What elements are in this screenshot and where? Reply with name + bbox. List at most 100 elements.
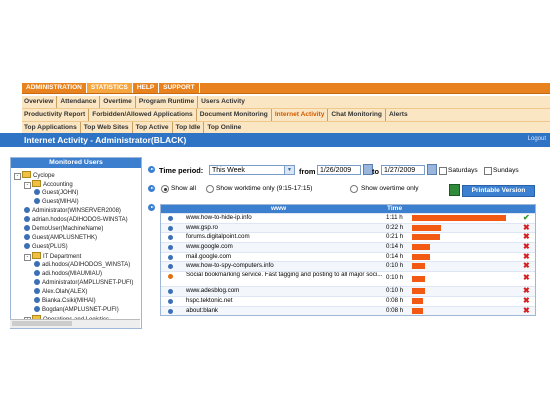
tree-node[interactable]: Administrator(WINSERVER2008) xyxy=(24,207,121,216)
subnav-internet-activity[interactable]: Internet Activity xyxy=(272,109,329,121)
tree-node[interactable]: Guest(AMPLUSNETHK) xyxy=(24,234,97,243)
collapse-icon[interactable]: - xyxy=(24,254,31,261)
table-row[interactable]: about:blank 0:08 h ✖ xyxy=(161,305,535,316)
tree-node[interactable]: Bianka.Csiki(MIHAI) xyxy=(34,297,96,306)
table-row[interactable]: www.gsp.ro 0:22 h ✖ xyxy=(161,222,535,233)
block-x-icon[interactable]: ✖ xyxy=(523,232,530,242)
time-bar xyxy=(412,253,430,260)
tree-node[interactable]: Bogdan(AMPLUSNET-PUFI) xyxy=(34,306,119,315)
time-cell: 0:14 h xyxy=(386,252,404,260)
excel-export-icon[interactable] xyxy=(449,184,460,196)
block-x-icon[interactable]: ✖ xyxy=(523,261,530,271)
subnav-forbidden-allowed[interactable]: Forbidden/Allowed Applications xyxy=(89,109,197,121)
show-all-radio[interactable] xyxy=(161,185,169,193)
folder-icon xyxy=(32,252,41,259)
block-x-icon[interactable]: ✖ xyxy=(523,273,530,283)
block-x-icon[interactable]: ✖ xyxy=(523,242,530,252)
subnav-top-applications[interactable]: Top Applications xyxy=(22,122,81,134)
sundays-checkbox[interactable] xyxy=(484,167,492,175)
block-x-icon[interactable]: ✖ xyxy=(523,286,530,296)
logout-link[interactable]: Logout xyxy=(527,136,546,142)
tree-node[interactable]: adrian.hodos(ADIHODOS-WINSTA) xyxy=(24,216,128,225)
time-bar xyxy=(412,234,440,241)
subnav-attendance[interactable]: Attendance xyxy=(57,96,101,108)
printable-version-button[interactable]: Printable Version xyxy=(462,185,535,197)
url-cell: www.adesblog.com xyxy=(186,287,240,295)
calendar-icon[interactable] xyxy=(363,164,373,175)
show-overtime-radio[interactable] xyxy=(350,185,358,193)
block-x-icon[interactable]: ✖ xyxy=(523,295,530,305)
user-icon xyxy=(34,297,40,303)
block-x-icon[interactable]: ✖ xyxy=(523,305,530,315)
tab-administration[interactable]: ADMINISTRATION xyxy=(22,83,87,93)
show-options-arrow-icon xyxy=(148,185,155,192)
tree-node-label: adi.hodos(MIAUMIAU) xyxy=(42,271,103,277)
globe-icon xyxy=(168,308,173,314)
subnav-overview[interactable]: Overview xyxy=(22,96,58,108)
block-x-icon[interactable]: ✖ xyxy=(523,222,530,232)
user-icon xyxy=(24,234,30,240)
globe-icon xyxy=(168,235,173,241)
tree-node[interactable]: Guest(MIHAI) xyxy=(34,198,79,207)
tree-node-label: Administrator(WINSERVER2008) xyxy=(32,208,121,214)
subnav-top-active[interactable]: Top Active xyxy=(133,122,173,134)
tree-node[interactable]: adi.hodos(ADIHODOS_WINSTA) xyxy=(34,261,130,270)
subnav-program-runtime[interactable]: Program Runtime xyxy=(136,96,199,108)
tree-node[interactable]: - IT Department xyxy=(24,252,81,261)
time-cell: 0:10 h xyxy=(386,287,404,295)
allowed-check-icon[interactable]: ✔ xyxy=(523,213,530,222)
horizontal-scrollbar[interactable] xyxy=(10,319,140,328)
time-cell: 0:22 h xyxy=(386,223,404,231)
to-date-field[interactable]: 1/27/2009 xyxy=(381,165,425,175)
subnav-alerts[interactable]: Alerts xyxy=(388,111,408,118)
user-icon xyxy=(24,216,30,222)
subnav-top-idle[interactable]: Top Idle xyxy=(173,122,205,134)
subnav-top-online[interactable]: Top Online xyxy=(207,124,242,131)
table-row[interactable]: www.how-to-spy-computers.info 0:10 h ✖ xyxy=(161,261,535,272)
table-row[interactable]: www.google.com 0:14 h ✖ xyxy=(161,242,535,252)
tree-node-label: Guest(JOHN) xyxy=(42,190,79,196)
table-row[interactable]: Social bookmarking service. Fast tagging… xyxy=(161,271,535,286)
from-date-field[interactable]: 1/26/2009 xyxy=(317,165,361,175)
subnav-productivity-report[interactable]: Productivity Report xyxy=(22,109,90,121)
time-cell: 0:10 h xyxy=(386,262,404,270)
user-icon xyxy=(34,198,40,204)
table-row[interactable]: www.how-to-hide-ip.info 1:11 h ✔ xyxy=(161,213,535,223)
subnav-users-activity[interactable]: Users Activity xyxy=(201,98,245,105)
tree-node-label: adrian.hodos(ADIHODOS-WINSTA) xyxy=(32,217,128,223)
tree-node[interactable]: DemoUser(MachineName) xyxy=(24,225,103,234)
subnav-overtime[interactable]: Overtime xyxy=(100,96,136,108)
subnav-chat-monitoring[interactable]: Chat Monitoring xyxy=(328,109,386,121)
time-bar xyxy=(412,244,430,251)
block-x-icon[interactable]: ✖ xyxy=(523,251,530,261)
table-arrow-icon xyxy=(148,204,155,211)
user-icon xyxy=(34,189,40,195)
subnav-document-monitoring[interactable]: Document Monitoring xyxy=(197,109,272,121)
saturdays-checkbox[interactable] xyxy=(439,167,447,175)
tree-node-label: adi.hodos(ADIHODOS_WINSTA) xyxy=(42,262,131,268)
time-period-arrow-icon xyxy=(148,166,155,173)
table-row[interactable]: www.adesblog.com 0:10 h ✖ xyxy=(161,286,535,296)
collapse-icon[interactable]: - xyxy=(14,173,21,180)
tree-node[interactable]: Alex.Olah(ALEX) xyxy=(34,288,87,297)
tree-node[interactable]: adi.hodos(MIAUMIAU) xyxy=(34,270,102,279)
tree-node[interactable]: Administrator(AMPLUSNET-PUFI) xyxy=(34,279,133,288)
time-period-select[interactable]: This Week ▼ xyxy=(209,165,295,175)
tree-node[interactable]: Guest(PLUS) xyxy=(24,243,68,252)
tree-node[interactable]: - Cyclope xyxy=(14,171,55,180)
tab-support[interactable]: SUPPORT xyxy=(159,83,200,93)
table-row[interactable]: hspc.tektonic.net 0:08 h ✖ xyxy=(161,295,535,306)
show-worktime-radio[interactable] xyxy=(206,185,214,193)
subnav-top-web-sites[interactable]: Top Web Sites xyxy=(81,122,133,134)
collapse-icon[interactable]: - xyxy=(24,182,31,189)
tree-node[interactable]: - Accounting xyxy=(24,180,73,189)
table-row[interactable]: forums.digitalpoint.com 0:21 h ✖ xyxy=(161,232,535,242)
tree-node[interactable]: Guest(JOHN) xyxy=(34,189,78,198)
scrollbar-thumb[interactable] xyxy=(12,321,72,326)
calendar-icon[interactable] xyxy=(427,164,437,175)
sundays-label: Sundays xyxy=(493,167,519,174)
tab-statistics[interactable]: STATISTICS xyxy=(86,83,133,93)
chevron-down-icon[interactable]: ▼ xyxy=(284,166,294,174)
table-row[interactable]: mail.google.com 0:14 h ✖ xyxy=(161,251,535,262)
tab-help[interactable]: HELP xyxy=(133,83,160,93)
